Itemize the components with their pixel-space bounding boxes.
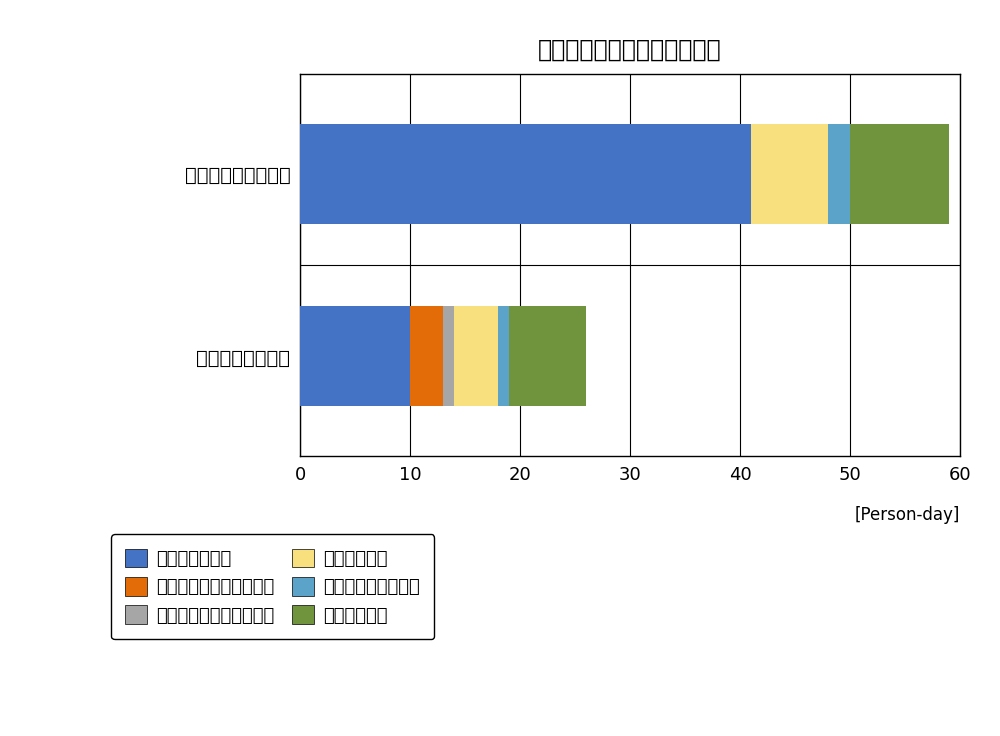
Legend: プログラミング, シェイプスクリプト作成, 仮想空間上でのデバッグ, 実機デバッグ, キャリブレーション, ティーチング: プログラミング, シェイプスクリプト作成, 仮想空間上でのデバッグ, 実機デバッ… [111, 534, 434, 640]
Bar [850, 124, 949, 224]
Bar [498, 306, 509, 406]
Title: 生産設備立ち上げ時間の比較: 生産設備立ち上げ時間の比較 [538, 38, 722, 62]
Bar [454, 306, 498, 406]
Bar [410, 306, 443, 406]
Bar [443, 306, 454, 406]
Text: [Person-day]: [Person-day] [855, 506, 960, 524]
Bar [751, 124, 828, 224]
Bar [300, 124, 751, 224]
Bar [300, 306, 410, 406]
Bar [828, 124, 850, 224]
Bar [509, 306, 586, 406]
